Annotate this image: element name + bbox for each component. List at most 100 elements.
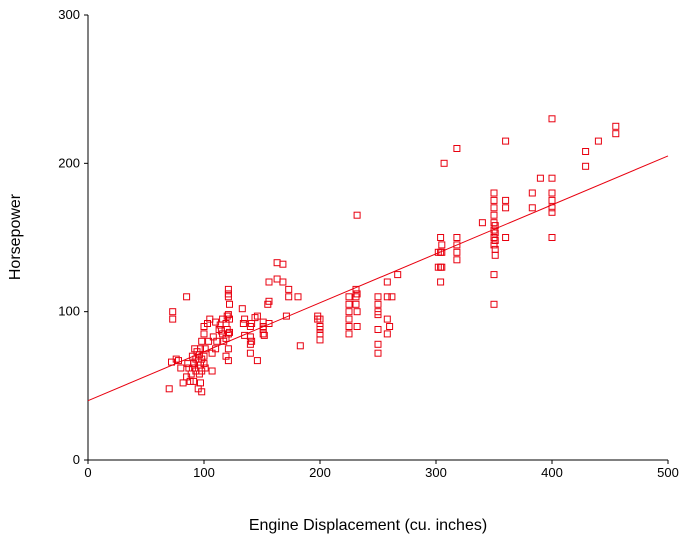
- data-point: [224, 311, 232, 319]
- data-point: [491, 229, 499, 237]
- fit-line: [87, 155, 669, 402]
- y-ticks: 0 100 200 300: [58, 7, 88, 467]
- data-point: [353, 323, 361, 330]
- data-point: [353, 308, 361, 316]
- data-point: [224, 357, 232, 365]
- data-point: [374, 300, 382, 308]
- data-point: [352, 300, 360, 308]
- data-point: [478, 219, 486, 227]
- data-point: [316, 315, 324, 323]
- data-point: [279, 260, 287, 268]
- data-point: [226, 328, 233, 336]
- data-point: [528, 189, 536, 197]
- data-point: [238, 305, 246, 313]
- data-point: [222, 352, 230, 360]
- data-point: [273, 259, 281, 267]
- data-point: [438, 241, 446, 249]
- data-point: [502, 196, 510, 204]
- data-point: [453, 256, 461, 264]
- data-point: [383, 330, 391, 338]
- axes: [87, 15, 668, 461]
- data-point: [388, 293, 396, 301]
- data-point: [345, 293, 353, 301]
- data-point: [491, 245, 499, 253]
- data-point: [253, 357, 261, 365]
- data-point: [251, 314, 259, 322]
- data-point: [224, 285, 232, 293]
- y-axis-title: Horsepower: [7, 193, 24, 280]
- data-point: [316, 336, 324, 344]
- data-point: [179, 379, 187, 387]
- data-point: [490, 271, 498, 279]
- y-tick-label: 0: [73, 452, 80, 467]
- data-point: [548, 208, 556, 216]
- data-point: [208, 367, 216, 375]
- data-point: [345, 315, 353, 323]
- x-axis-title: Engine Displacement (cu. inches): [249, 517, 487, 534]
- data-point: [528, 204, 536, 212]
- data-point: [345, 300, 353, 308]
- x-tick-label: 300: [425, 465, 447, 480]
- data-point: [502, 204, 510, 212]
- x-tick-label: 0: [84, 465, 91, 480]
- data-point: [213, 337, 221, 345]
- data-point: [453, 145, 461, 152]
- data-point: [226, 315, 233, 323]
- x-tick-label: 100: [193, 465, 215, 480]
- data-point: [582, 162, 590, 170]
- data-point: [248, 337, 256, 345]
- data-point: [190, 360, 198, 368]
- y-tick-label: 300: [58, 7, 80, 22]
- data-point: [197, 379, 204, 387]
- data-point: [490, 300, 498, 308]
- data-point: [345, 308, 353, 316]
- data-point: [259, 318, 267, 326]
- data-point: [253, 312, 261, 320]
- data-point: [200, 360, 208, 368]
- data-point: [246, 349, 254, 357]
- data-point: [246, 333, 254, 341]
- data-point: [490, 211, 498, 219]
- data-point: [502, 137, 510, 145]
- data-point: [490, 196, 498, 204]
- data-point: [374, 293, 382, 301]
- data-point: [200, 330, 208, 338]
- data-point: [383, 315, 391, 323]
- data-point: [582, 148, 590, 155]
- data-point: [204, 320, 211, 327]
- data-point: [386, 323, 394, 330]
- y-tick-label: 200: [58, 155, 80, 170]
- data-point: [548, 115, 556, 123]
- data-point: [296, 342, 304, 350]
- data-point: [502, 234, 510, 241]
- data-point: [260, 331, 268, 339]
- data-point: [594, 137, 602, 145]
- x-ticks: 0 100 200 300 400 500: [84, 460, 679, 480]
- data-point: [165, 385, 173, 393]
- data-point: [345, 323, 353, 330]
- data-point: [438, 263, 446, 271]
- data-points: [165, 115, 620, 396]
- data-point: [316, 330, 324, 338]
- data-point: [453, 241, 461, 249]
- data-point: [394, 271, 402, 279]
- x-tick-label: 200: [309, 465, 331, 480]
- data-point: [201, 345, 209, 353]
- data-point: [224, 330, 232, 338]
- x-tick-label: 500: [657, 465, 679, 480]
- data-point: [548, 234, 556, 241]
- data-point: [548, 196, 556, 204]
- data-point: [612, 130, 620, 138]
- data-point: [190, 377, 198, 385]
- data-point: [198, 388, 206, 396]
- data-point: [172, 355, 180, 363]
- data-point: [453, 234, 461, 241]
- data-point: [490, 204, 498, 212]
- data-point: [353, 211, 361, 219]
- x-tick-label: 400: [541, 465, 563, 480]
- data-point: [437, 278, 445, 286]
- data-point: [205, 337, 213, 345]
- data-point: [273, 275, 281, 283]
- data-point: [206, 315, 214, 323]
